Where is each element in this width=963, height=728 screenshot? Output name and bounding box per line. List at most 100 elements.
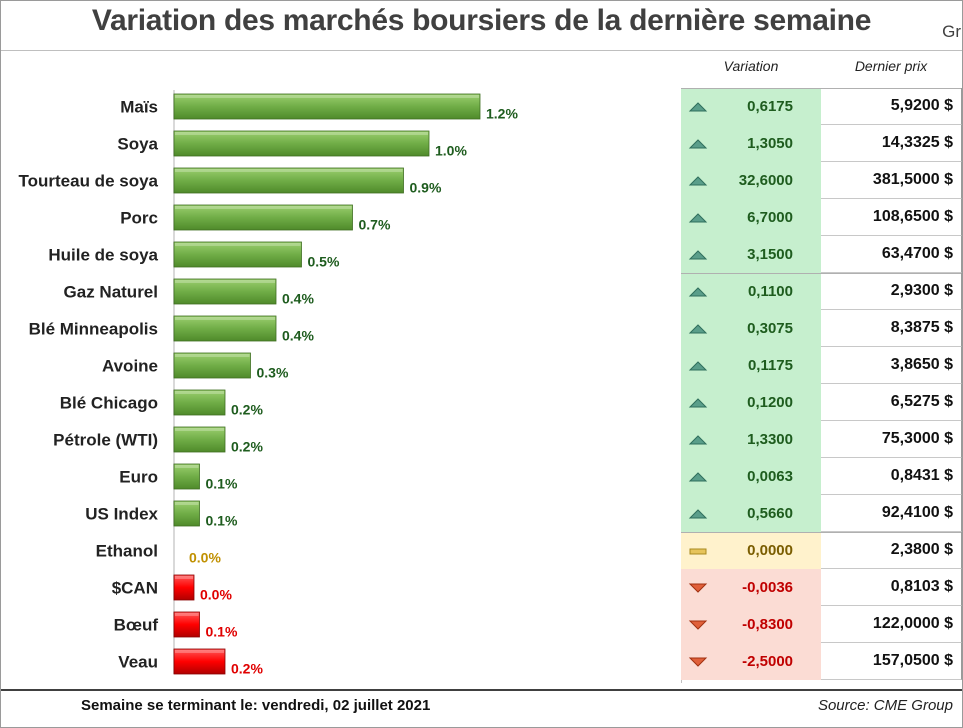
variation-value: 0,0063 (747, 468, 793, 485)
bar-highlight (175, 576, 193, 579)
category-label: US Index (85, 505, 158, 524)
category-label: Pétrole (WTI) (53, 431, 158, 450)
value-label: 0.5% (308, 254, 340, 270)
value-label: 1.0% (435, 143, 467, 159)
bar (173, 241, 302, 268)
arrow-up-icon (688, 101, 708, 111)
last-price-value: 5,9200 $ (821, 88, 962, 125)
flat-dash-icon (689, 548, 707, 554)
arrow-up-shape (688, 249, 708, 259)
last-price-value: 6,5275 $ (821, 384, 962, 421)
table-row: 0,3075 8,3875 $ (681, 310, 962, 347)
variation-value: 0,1175 (747, 357, 793, 374)
arrow-up-icon (688, 212, 708, 222)
value-label: 0.9% (410, 180, 442, 196)
variation-value: -0,8300 (742, 616, 793, 633)
value-label: 0.2% (231, 439, 263, 455)
category-label: Maïs (120, 98, 158, 117)
variation-cell: 0,1200 (681, 384, 821, 421)
bar-chart: Maïs 1.2% Soya 1.0% Tourteau de soya 0.9% Porc… (19, 90, 518, 677)
category-label: Porc (120, 209, 158, 228)
category-label: Blé Minneapolis (29, 320, 158, 339)
variation-value: 0,0000 (747, 542, 793, 559)
value-label: 0.3% (257, 365, 289, 381)
arrow-up-shape (688, 286, 708, 296)
arrow-up-shape (688, 212, 708, 222)
bar (173, 130, 430, 157)
arrow-down-icon (688, 583, 708, 593)
variation-value: 1,3300 (747, 431, 793, 448)
bar-highlight (175, 317, 275, 320)
bar (173, 500, 200, 527)
value-label: 0.4% (282, 291, 314, 307)
variation-value: 1,3050 (747, 135, 793, 152)
bar (173, 426, 226, 453)
table-group-divider (681, 273, 961, 274)
category-label: Bœuf (114, 616, 159, 635)
table-row: 0,0063 0,8431 $ (681, 458, 962, 495)
last-price-value: 92,4100 $ (821, 495, 962, 532)
last-price-value: 2,9300 $ (821, 273, 962, 310)
variation-cell: -0,0036 (681, 569, 821, 606)
arrow-up-icon (688, 249, 708, 259)
variation-value: 0,6175 (747, 98, 793, 115)
table-row: 1,3300 75,3000 $ (681, 421, 962, 458)
bar-highlight (175, 650, 224, 653)
arrow-down-shape (688, 657, 708, 667)
arrow-up-shape (688, 360, 708, 370)
last-price-value: 3,8650 $ (821, 347, 962, 384)
value-label: 0.4% (282, 328, 314, 344)
arrow-up-shape (688, 434, 708, 444)
variation-value: 0,1100 (747, 283, 793, 300)
table-row: -2,5000 157,0500 $ (681, 643, 962, 680)
variation-value: 0,1200 (747, 394, 793, 411)
table-row: 3,1500 63,4700 $ (681, 236, 962, 273)
last-price-value: 0,8431 $ (821, 458, 962, 495)
value-label: 0.1% (206, 624, 238, 640)
arrow-up-icon (688, 508, 708, 518)
arrow-up-icon (688, 286, 708, 296)
arrow-up-shape (688, 175, 708, 185)
arrow-up-icon (688, 471, 708, 481)
bar-highlight (175, 613, 199, 616)
variation-value: 6,7000 (747, 209, 793, 226)
arrow-up-icon (688, 323, 708, 333)
value-label: 1.2% (486, 106, 518, 122)
category-label: Blé Chicago (60, 394, 158, 413)
variation-value: -0,0036 (742, 579, 793, 596)
table-row: 0,5660 92,4100 $ (681, 495, 962, 532)
value-label: 0.0% (189, 550, 221, 566)
bar-highlight (175, 428, 224, 431)
bar-highlight (175, 169, 403, 172)
bar (173, 278, 277, 305)
variation-cell: 32,6000 (681, 162, 821, 199)
value-label: 0.1% (206, 513, 238, 529)
bar-highlight (175, 465, 199, 468)
category-label: Avoine (102, 357, 158, 376)
variation-cell: 0,0063 (681, 458, 821, 495)
arrow-up-shape (688, 508, 708, 518)
bar (173, 389, 226, 416)
category-label: Veau (118, 653, 158, 672)
bar-highlight (175, 206, 352, 209)
variation-cell: 3,1500 (681, 236, 821, 273)
category-label: Huile de soya (48, 246, 158, 265)
arrow-up-shape (688, 471, 708, 481)
table-row: 1,3050 14,3325 $ (681, 125, 962, 162)
variation-cell: 1,3300 (681, 421, 821, 458)
variation-value: 3,1500 (747, 246, 793, 263)
variation-cell: 0,6175 (681, 88, 821, 125)
arrow-down-icon (688, 620, 708, 630)
variation-value: -2,5000 (742, 653, 793, 670)
arrow-up-icon (688, 138, 708, 148)
table-row: 0,1175 3,8650 $ (681, 347, 962, 384)
bar (173, 574, 195, 601)
last-price-value: 122,0000 $ (821, 606, 962, 643)
arrow-up-shape (688, 101, 708, 111)
last-price-value: 14,3325 $ (821, 125, 962, 162)
category-label: Gaz Naturel (64, 283, 158, 302)
bar (173, 352, 251, 379)
bar (173, 463, 200, 490)
category-label: Ethanol (96, 542, 158, 561)
variation-cell: -2,5000 (681, 643, 821, 680)
